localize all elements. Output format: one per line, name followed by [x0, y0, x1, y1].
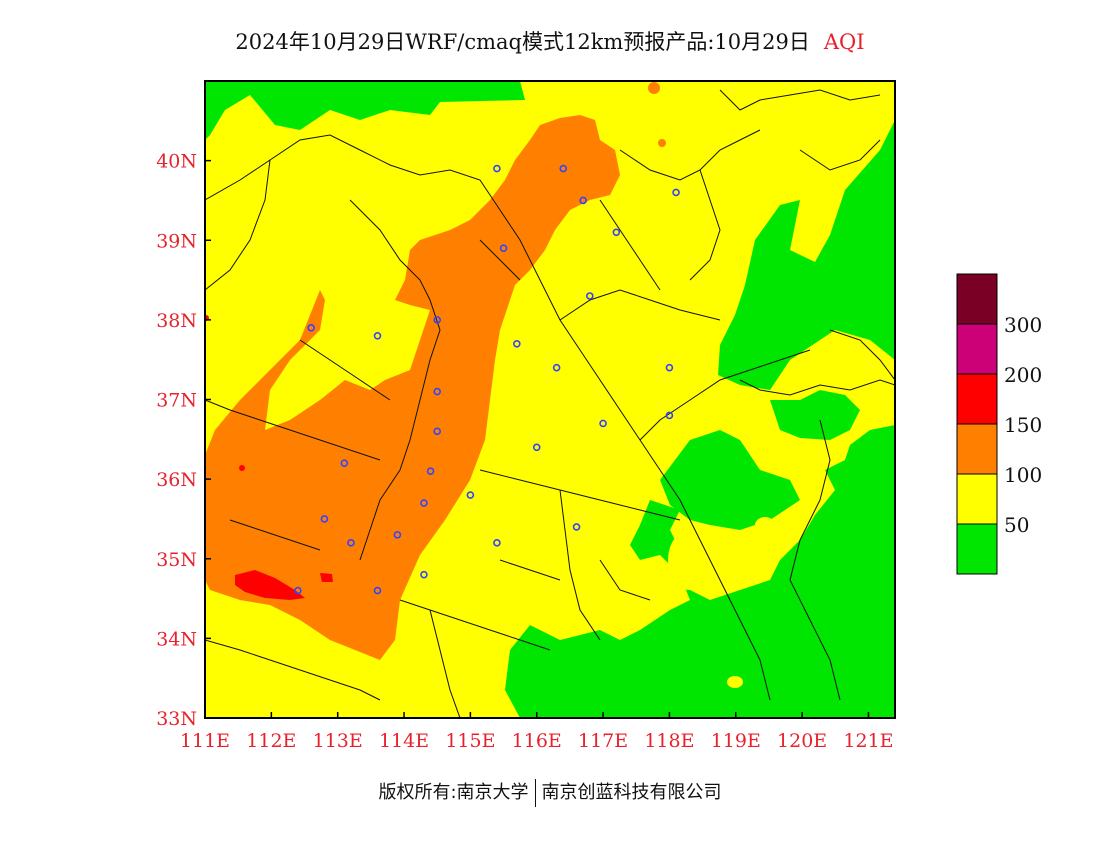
- city-marker: [665, 363, 674, 372]
- city-marker: [513, 339, 521, 348]
- city-marker: [599, 419, 607, 428]
- x-tick-label: 121E: [843, 730, 893, 752]
- x-tick-label: 117E: [578, 730, 628, 752]
- y-tick-label: 39N: [156, 230, 197, 252]
- city-marker: [579, 196, 587, 205]
- y-tick-label: 33N: [156, 708, 197, 730]
- city-marker: [466, 491, 475, 499]
- y-axis: 40N 39N 38N 37N 36N 35N 34N 33N: [156, 151, 211, 730]
- y-tick-label: 34N: [156, 628, 197, 650]
- city-marker: [426, 467, 435, 475]
- aqi-band-151-200-spot: [320, 573, 333, 582]
- aqi-band-151-200: [235, 570, 305, 600]
- legend-swatch: [956, 323, 998, 375]
- city-marker: [672, 188, 680, 197]
- y-tick-label: 40N: [156, 151, 197, 173]
- city-marker: [612, 228, 621, 237]
- aqi-band-0-50-east-inner: [660, 430, 800, 530]
- aqi-band-101-150-spot: [648, 82, 660, 94]
- city-marker: [393, 531, 402, 539]
- legend-label-150: 150: [1004, 413, 1043, 437]
- legend-swatch: [956, 473, 998, 525]
- aqi-legend: [956, 273, 998, 575]
- city-marker: [586, 292, 594, 300]
- x-tick-label: 119E: [711, 730, 761, 752]
- aqi-band-0-50-coast: [770, 390, 860, 440]
- x-tick-label: 120E: [777, 730, 827, 752]
- legend-swatch: [956, 373, 998, 425]
- coastline: [739, 379, 895, 396]
- x-tick-label: 118E: [644, 730, 694, 752]
- aqi-band-0-50-east: [505, 120, 895, 718]
- x-axis: 111E 112E 113E 114E 115E 116E 117E 118E 119E 120E…: [180, 712, 894, 752]
- footer-separator: [534, 779, 536, 807]
- city-marker: [499, 244, 508, 253]
- aqi-band-0-50-northwest: [205, 81, 525, 140]
- city-marker: [373, 331, 382, 340]
- copyright-footer: 版权所有:南京大学 南京创蓝科技有限公司: [0, 778, 1100, 807]
- city-marker: [559, 164, 568, 173]
- x-tick-label: 112E: [246, 730, 296, 752]
- aqi-band-51-100-island: [755, 517, 775, 533]
- city-marker: [420, 570, 428, 579]
- aqi-band-51-100-island: [668, 530, 712, 590]
- x-tick-label: 115E: [445, 730, 495, 752]
- city-marker: [420, 499, 428, 507]
- city-marker: [294, 586, 302, 595]
- city-marker: [493, 164, 501, 173]
- city-marker: [433, 387, 442, 396]
- x-tick-label: 113E: [313, 730, 363, 752]
- admin-boundaries: [205, 89, 895, 718]
- copyright-left: 版权所有:南京大学: [378, 782, 529, 803]
- aqi-band-51-100-island: [727, 676, 743, 688]
- city-marker: [433, 427, 442, 436]
- legend-label-50: 50: [1004, 513, 1030, 537]
- title-main: 2024年10月29日WRF/cmaq模式12km预报产品:10月29日: [235, 30, 810, 54]
- city-marker: [572, 523, 581, 531]
- y-tick-label: 38N: [156, 310, 197, 332]
- city-marker: [373, 586, 382, 595]
- title-variable: AQI: [823, 30, 865, 54]
- legend-label-200: 200: [1004, 363, 1043, 387]
- legend-label-300: 300: [1004, 313, 1043, 337]
- legend-swatch: [956, 523, 998, 575]
- legend-swatch: [956, 273, 998, 325]
- city-marker: [307, 324, 315, 332]
- x-tick-label: 116E: [512, 730, 562, 752]
- y-tick-label: 37N: [156, 390, 197, 412]
- city-marker: [665, 411, 674, 420]
- map-title: 2024年10月29日WRF/cmaq模式12km预报产品:10月29日 AQI: [0, 26, 1100, 56]
- y-tick-label: 35N: [156, 549, 197, 571]
- legend-swatch: [956, 423, 998, 475]
- x-tick-label: 111E: [180, 730, 230, 752]
- city-markers: [294, 164, 680, 595]
- city-marker: [552, 363, 561, 372]
- city-marker: [493, 539, 501, 547]
- y-tick-label: 36N: [156, 469, 197, 491]
- city-marker: [320, 515, 329, 523]
- city-marker: [340, 459, 349, 468]
- copyright-right: 南京创蓝科技有限公司: [541, 782, 722, 803]
- aqi-band-151-200-spot: [239, 465, 245, 471]
- city-marker: [532, 443, 541, 452]
- x-tick-label: 114E: [379, 730, 429, 752]
- city-marker: [347, 539, 355, 547]
- aqi-band-101-150: [205, 115, 620, 660]
- legend-label-100: 100: [1004, 463, 1043, 487]
- city-marker: [433, 316, 442, 324]
- aqi-band-101-150-spot: [658, 139, 666, 147]
- aqi-fields: [205, 81, 895, 718]
